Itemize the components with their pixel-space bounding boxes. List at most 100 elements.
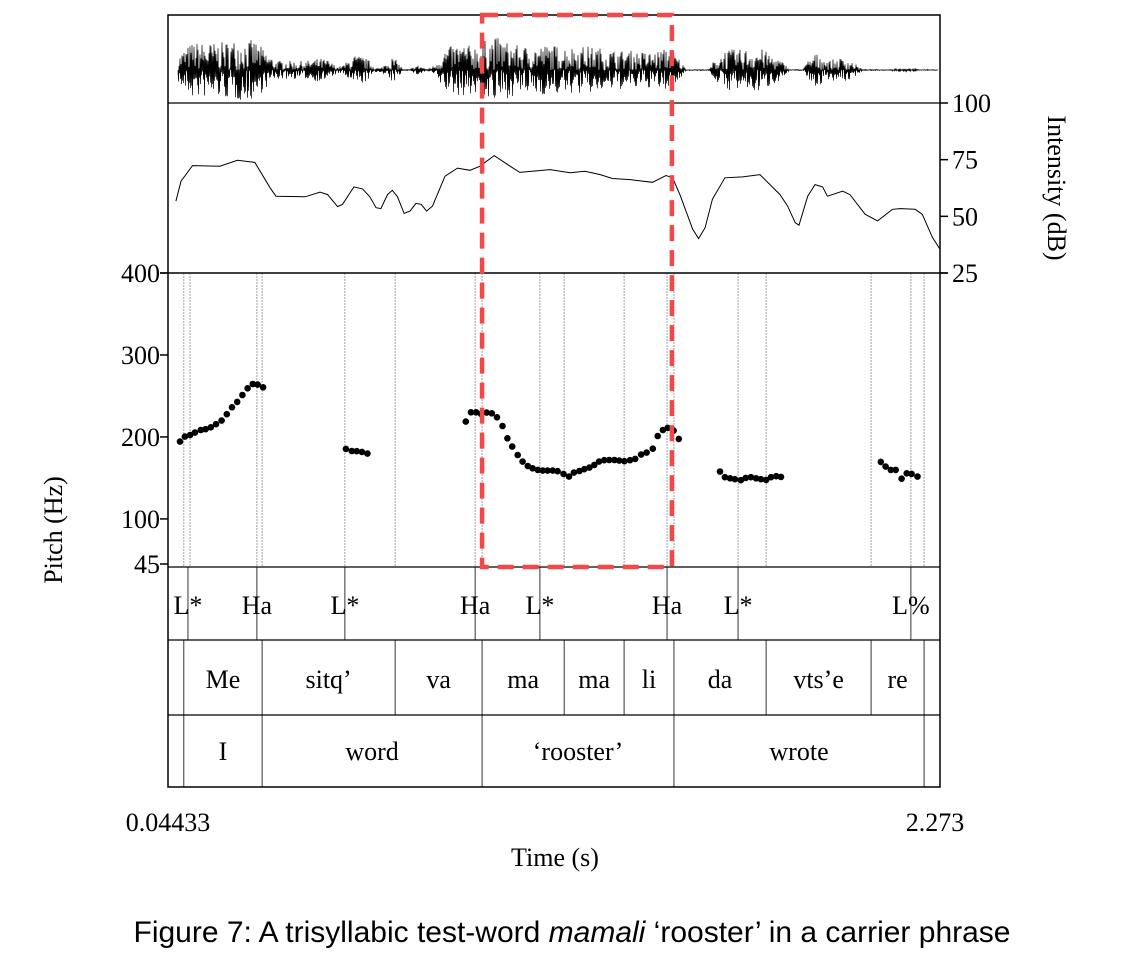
pitch-point	[519, 458, 526, 465]
pitch-point	[244, 385, 251, 392]
pitch-point	[675, 435, 683, 443]
pitch-point	[892, 466, 899, 474]
pitch-point	[898, 475, 905, 483]
pitch-point	[176, 438, 184, 445]
pitch-point	[615, 457, 623, 464]
tone-label: Ha	[242, 591, 273, 620]
syllable-label: sitq’	[305, 665, 351, 694]
caption-suffix: ‘rooster’ in a carrier phrase	[645, 916, 1010, 949]
pitch-point	[228, 404, 236, 411]
tone-label: L*	[330, 591, 359, 620]
pitch-panel	[176, 273, 925, 567]
intensity-tick-label: 25	[952, 259, 978, 288]
pitch-point	[721, 473, 729, 481]
pitch-point	[649, 445, 657, 453]
pitch-point	[259, 384, 267, 391]
waveform-panel	[177, 38, 939, 100]
tone-label: L*	[525, 591, 554, 620]
pitch-point	[731, 475, 739, 483]
syllable-label: da	[708, 665, 733, 694]
pitch-point	[202, 425, 209, 433]
tone-label: Ha	[460, 591, 491, 620]
pitch-point	[364, 450, 371, 457]
waveform-trace	[177, 38, 939, 100]
intensity-panel	[175, 154, 941, 250]
highlight-box	[479, 12, 675, 570]
intensity-axis-label: Intensity (dB)	[1042, 115, 1071, 260]
pitch-point	[544, 467, 551, 474]
pitch-point	[358, 448, 366, 456]
word-label: ‘rooster’	[533, 737, 623, 766]
pitch-point	[611, 456, 618, 464]
syllable-label: vts’e	[793, 665, 844, 694]
pitch-point	[239, 391, 246, 399]
tone-label: Ha	[652, 591, 683, 620]
intensity-tick-label: 75	[952, 146, 978, 175]
syllable-label: re	[887, 665, 907, 694]
syllable-label: Me	[206, 665, 241, 694]
pitch-point	[908, 470, 915, 478]
pitch-point	[637, 451, 645, 458]
pitch-point	[887, 466, 895, 474]
word-label: wrote	[769, 737, 828, 766]
pitch-point	[565, 473, 573, 480]
intensity-curve	[175, 154, 941, 250]
intensity-tick-label: 50	[952, 202, 978, 231]
pitch-point	[716, 468, 724, 475]
x-axis-label: Time (s)	[511, 843, 599, 872]
tone-label: L*	[724, 591, 753, 620]
pitch-point	[554, 467, 561, 475]
x-tick-start: 0.04433	[126, 808, 211, 837]
caption-italic: mamali	[549, 916, 647, 949]
pitch-point	[539, 467, 546, 474]
pitch-point	[529, 465, 536, 472]
pitch-point	[903, 470, 910, 477]
pitch-point	[348, 447, 356, 455]
pitch-point	[560, 470, 567, 478]
tone-label: L*	[174, 591, 203, 620]
pitch-point	[499, 422, 506, 430]
word-label: I	[219, 737, 228, 766]
caption-prefix: Figure 7: A trisyllabic test-word	[134, 916, 549, 949]
pitch-point	[626, 456, 634, 464]
pitch-point	[223, 410, 231, 418]
pitch-point	[882, 463, 889, 470]
pitch-point	[514, 451, 521, 459]
syllable-label: ma	[578, 665, 610, 694]
annotation-tiers: L* Ha L* Ha L* Ha L* L% Me sitq’ va ma ma li da vts’e re…	[174, 567, 930, 787]
pitch-point	[570, 469, 578, 476]
pitch-point	[342, 445, 350, 453]
axes: 400 300 200 100 45 100 75 50 25	[121, 14, 991, 788]
syllable-label: va	[426, 665, 451, 694]
pitch-point	[914, 473, 921, 480]
x-tick-end: 2.273	[906, 808, 965, 837]
pitch-point	[757, 475, 765, 483]
pitch-point	[249, 380, 257, 388]
pitch-point	[508, 443, 516, 450]
tone-label: L%	[892, 591, 930, 620]
pitch-tick-label: 300	[121, 341, 160, 370]
pitch-point	[254, 381, 261, 388]
pitch-point	[737, 476, 745, 484]
pitch-point	[493, 414, 501, 421]
pitch-point	[467, 409, 475, 416]
pitch-point	[218, 417, 225, 424]
pitch-point	[605, 456, 613, 464]
pitch-point	[534, 466, 542, 474]
pitch-point	[233, 398, 241, 406]
highlight-rectangle	[479, 12, 675, 570]
pitch-point	[181, 433, 189, 440]
pitch-point	[767, 473, 775, 481]
figure-caption: Figure 7: A trisyllabic test-word mamali…	[134, 916, 1011, 949]
pitch-point	[212, 420, 220, 428]
pitch-point	[591, 461, 598, 469]
pitch-point	[654, 432, 661, 440]
word-label: word	[345, 737, 398, 766]
pitch-point	[747, 473, 755, 481]
pitch-point	[621, 457, 628, 465]
pitch-point	[601, 456, 608, 464]
pitch-point	[549, 467, 556, 474]
pitch-point	[504, 435, 511, 442]
pitch-point	[586, 464, 593, 471]
